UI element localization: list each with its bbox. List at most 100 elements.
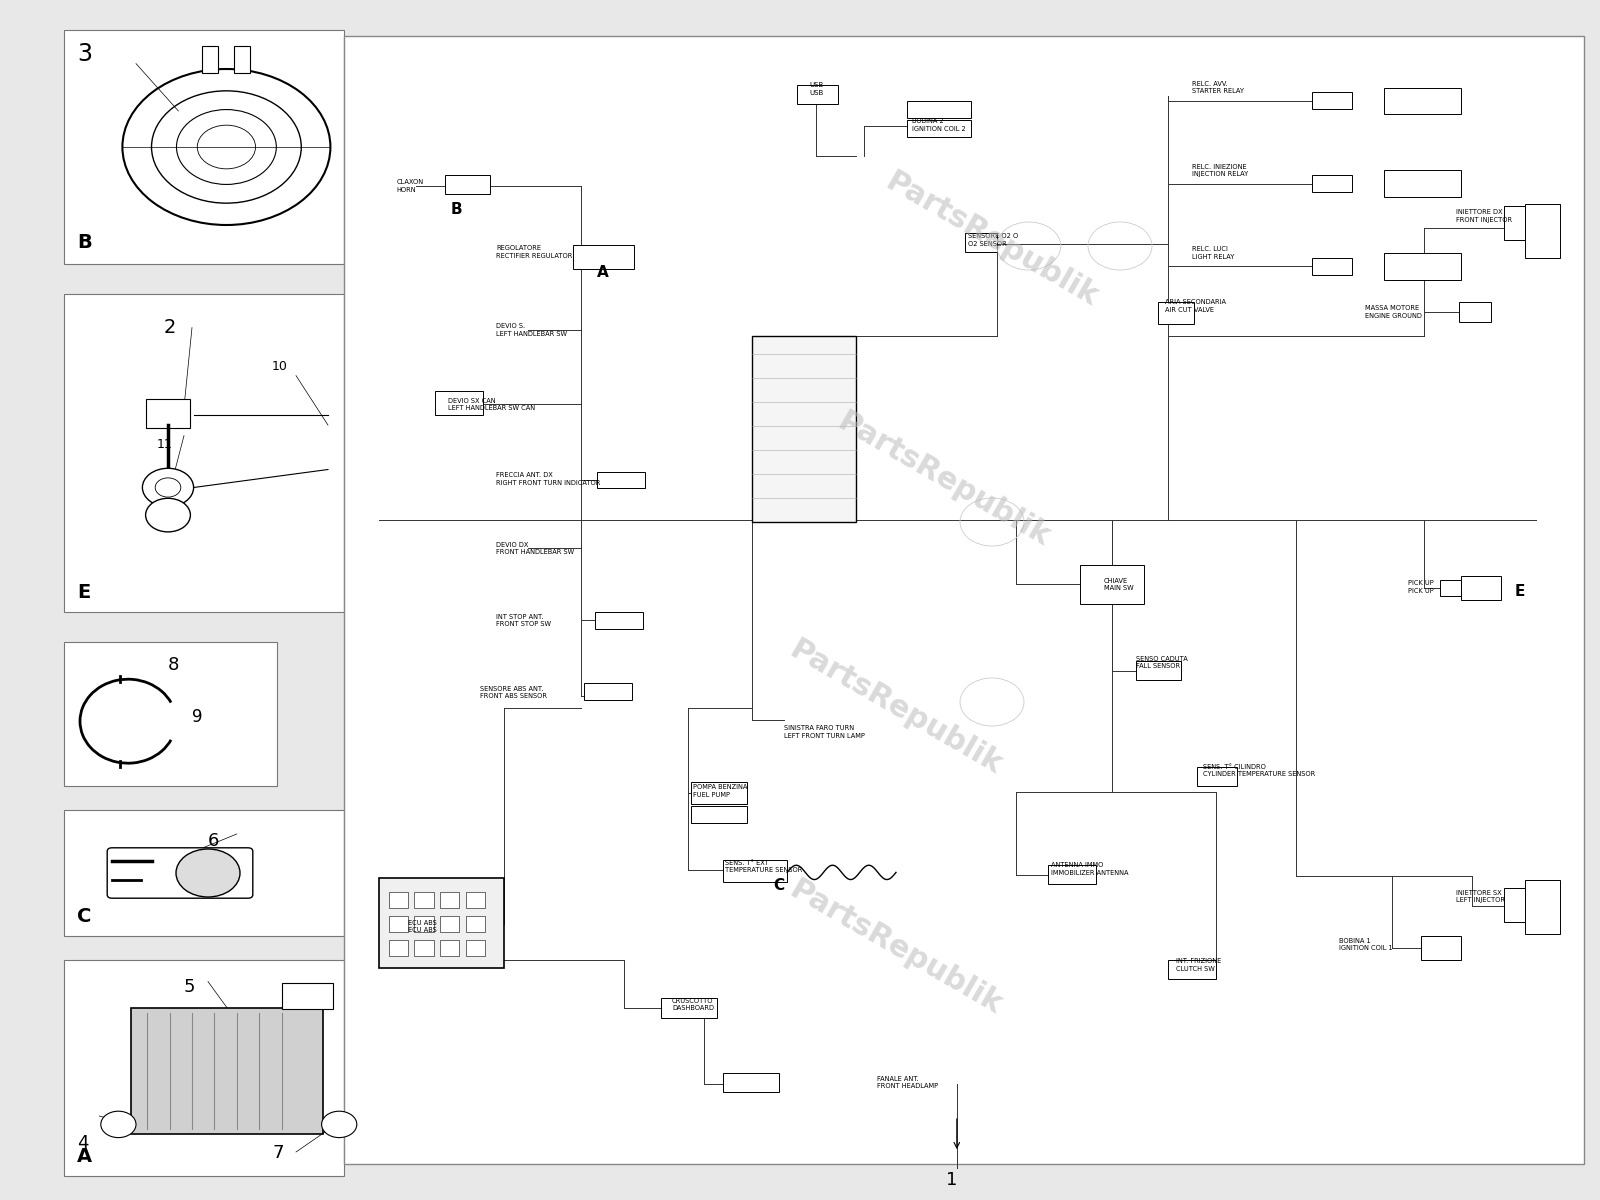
- Text: MASSA MOTORE
ENGINE GROUND: MASSA MOTORE ENGINE GROUND: [1365, 305, 1422, 319]
- Text: CHIAVE
MAIN SW: CHIAVE MAIN SW: [1104, 577, 1134, 592]
- Bar: [466, 892, 485, 908]
- Text: 1: 1: [946, 1171, 958, 1188]
- Bar: [573, 245, 634, 269]
- Bar: [440, 892, 459, 908]
- Bar: [435, 391, 483, 415]
- Text: 10: 10: [272, 360, 288, 373]
- Bar: [389, 892, 408, 908]
- Text: E: E: [77, 583, 90, 602]
- Bar: [1168, 960, 1216, 979]
- FancyBboxPatch shape: [282, 983, 333, 1009]
- Text: RELC. AVV.
STARTER RELAY: RELC. AVV. STARTER RELAY: [1192, 80, 1245, 95]
- Text: DEVIO SX CAN
LEFT HANDLEBAR SW CAN: DEVIO SX CAN LEFT HANDLEBAR SW CAN: [448, 397, 534, 412]
- Bar: [595, 612, 643, 629]
- Bar: [1525, 204, 1560, 258]
- Bar: [907, 120, 971, 137]
- Text: B: B: [450, 203, 462, 217]
- Bar: [344, 36, 1584, 1164]
- Circle shape: [101, 1111, 136, 1138]
- Text: ECU ABS
ECU ABS: ECU ABS ECU ABS: [408, 919, 437, 934]
- Bar: [1461, 576, 1501, 600]
- Text: DEVIO DX
FRONT HANDLEBAR SW: DEVIO DX FRONT HANDLEBAR SW: [496, 541, 574, 556]
- Bar: [389, 916, 408, 932]
- Text: PartsRepublik: PartsRepublik: [832, 407, 1056, 553]
- Text: SENS. T° CILINDRO
CYLINDER TEMPERATURE SENSOR: SENS. T° CILINDRO CYLINDER TEMPERATURE S…: [1203, 763, 1315, 778]
- Text: POMPA BENZINA
FUEL PUMP: POMPA BENZINA FUEL PUMP: [693, 784, 747, 798]
- Bar: [389, 940, 408, 956]
- Bar: [1525, 880, 1560, 934]
- Bar: [131, 1008, 323, 1134]
- Text: PartsRepublik: PartsRepublik: [784, 875, 1008, 1021]
- Text: 5: 5: [184, 978, 195, 996]
- Bar: [64, 960, 344, 1176]
- Bar: [1421, 936, 1461, 960]
- Bar: [414, 916, 434, 932]
- Bar: [723, 860, 787, 882]
- Circle shape: [322, 1111, 357, 1138]
- Bar: [1459, 302, 1491, 322]
- Bar: [414, 892, 434, 908]
- Text: CLAXON
HORN: CLAXON HORN: [397, 179, 424, 193]
- Bar: [1504, 888, 1525, 922]
- Text: ANTENNA IMMO
IMMOBILIZER ANTENNA: ANTENNA IMMO IMMOBILIZER ANTENNA: [1051, 862, 1128, 876]
- Text: 9: 9: [192, 708, 203, 726]
- Bar: [907, 101, 971, 118]
- Text: INIETTORE DX
FRONT INJECTOR: INIETTORE DX FRONT INJECTOR: [1456, 209, 1512, 223]
- Bar: [379, 878, 504, 968]
- Bar: [1136, 661, 1181, 680]
- Bar: [445, 175, 490, 194]
- Text: C: C: [774, 878, 784, 893]
- Bar: [584, 683, 632, 700]
- Text: PartsRepublik: PartsRepublik: [880, 167, 1104, 313]
- Text: SENSO CADUTA
FALL SENSOR: SENSO CADUTA FALL SENSOR: [1136, 655, 1187, 670]
- Text: BOBINA 2
IGNITION COIL 2: BOBINA 2 IGNITION COIL 2: [912, 118, 966, 132]
- Text: A: A: [597, 265, 610, 280]
- Text: DEVIO S.
LEFT HANDLEBAR SW: DEVIO S. LEFT HANDLEBAR SW: [496, 323, 566, 337]
- Bar: [64, 642, 277, 786]
- Bar: [1440, 580, 1461, 596]
- Bar: [691, 782, 747, 804]
- Bar: [1197, 767, 1237, 786]
- FancyBboxPatch shape: [107, 847, 253, 898]
- Text: ARIA SECONDARIA
AIR CUT VALVE: ARIA SECONDARIA AIR CUT VALVE: [1165, 299, 1226, 313]
- Text: 7: 7: [272, 1144, 283, 1162]
- Text: 4: 4: [77, 1134, 88, 1152]
- Bar: [440, 940, 459, 956]
- Text: SENSORE ABS ANT.
FRONT ABS SENSOR: SENSORE ABS ANT. FRONT ABS SENSOR: [480, 685, 547, 700]
- Bar: [1384, 88, 1461, 114]
- Text: PartsRepublik: PartsRepublik: [784, 635, 1008, 781]
- Text: USB
USB: USB USB: [810, 82, 822, 96]
- Text: 8: 8: [168, 656, 179, 674]
- Bar: [752, 336, 856, 522]
- Bar: [1048, 865, 1096, 884]
- Text: PICK UP
PICK UP: PICK UP PICK UP: [1408, 580, 1434, 594]
- Bar: [1384, 253, 1461, 280]
- Text: B: B: [77, 233, 91, 252]
- Text: SENSORE O2 O
O2 SENSOR: SENSORE O2 O O2 SENSOR: [968, 233, 1018, 247]
- Bar: [64, 294, 344, 612]
- Bar: [723, 1073, 779, 1092]
- Bar: [466, 916, 485, 932]
- Bar: [1312, 175, 1352, 192]
- Text: E: E: [1515, 584, 1525, 599]
- Text: C: C: [77, 907, 91, 926]
- Text: INT. FRIZIONE
CLUTCH SW: INT. FRIZIONE CLUTCH SW: [1176, 958, 1221, 972]
- Circle shape: [142, 468, 194, 506]
- FancyBboxPatch shape: [202, 46, 218, 72]
- Bar: [414, 940, 434, 956]
- Bar: [64, 30, 344, 264]
- Text: CRUSCOTTO
DASHBOARD: CRUSCOTTO DASHBOARD: [672, 997, 714, 1012]
- Text: FANALE ANT.
FRONT HEADLAMP: FANALE ANT. FRONT HEADLAMP: [877, 1075, 938, 1090]
- Text: 3: 3: [77, 42, 91, 66]
- Bar: [1080, 565, 1144, 604]
- Text: 11: 11: [157, 438, 173, 451]
- Bar: [1312, 92, 1352, 109]
- Bar: [597, 472, 645, 488]
- Bar: [1312, 258, 1352, 275]
- Bar: [797, 85, 838, 104]
- Bar: [691, 806, 747, 823]
- Circle shape: [176, 850, 240, 898]
- Bar: [1384, 170, 1461, 197]
- Text: SINISTRA FARO TURN
LEFT FRONT TURN LAMP: SINISTRA FARO TURN LEFT FRONT TURN LAMP: [784, 725, 866, 739]
- Text: A: A: [77, 1147, 91, 1166]
